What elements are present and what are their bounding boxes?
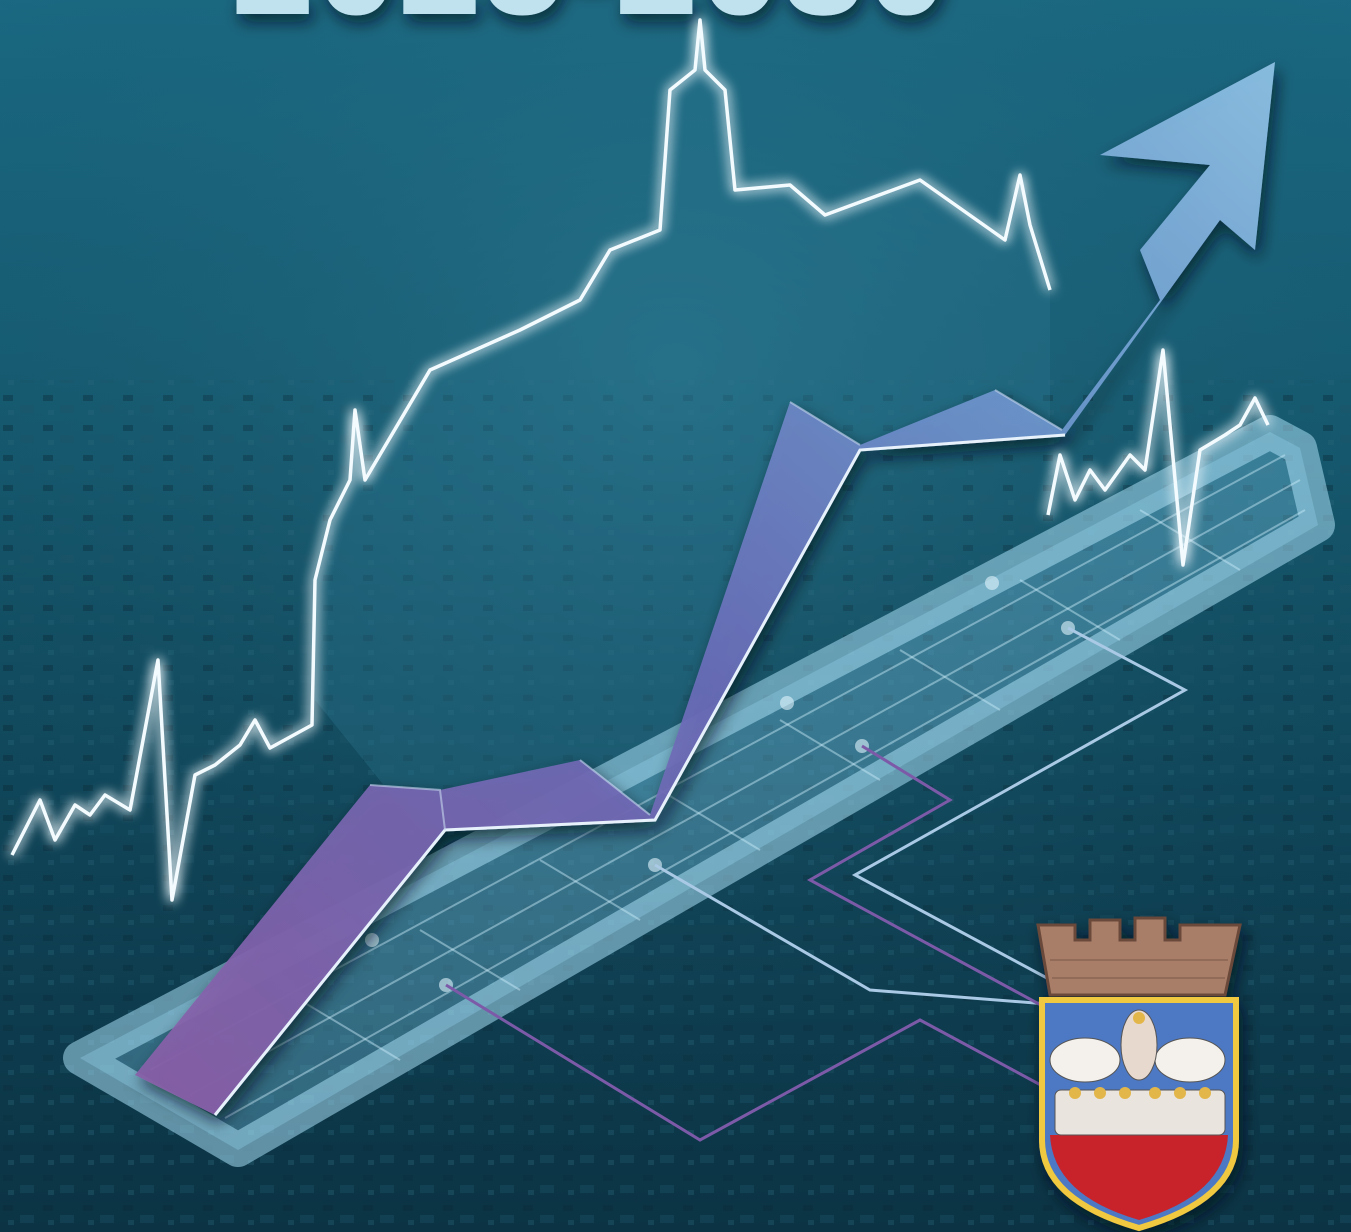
cover-illustration: 2025-2030 — [0, 0, 1351, 1232]
coat-of-arms — [1038, 918, 1240, 1228]
cover-title: 2025-2030 — [231, 0, 948, 46]
page: 2025-2030 — [0, 0, 1351, 1232]
